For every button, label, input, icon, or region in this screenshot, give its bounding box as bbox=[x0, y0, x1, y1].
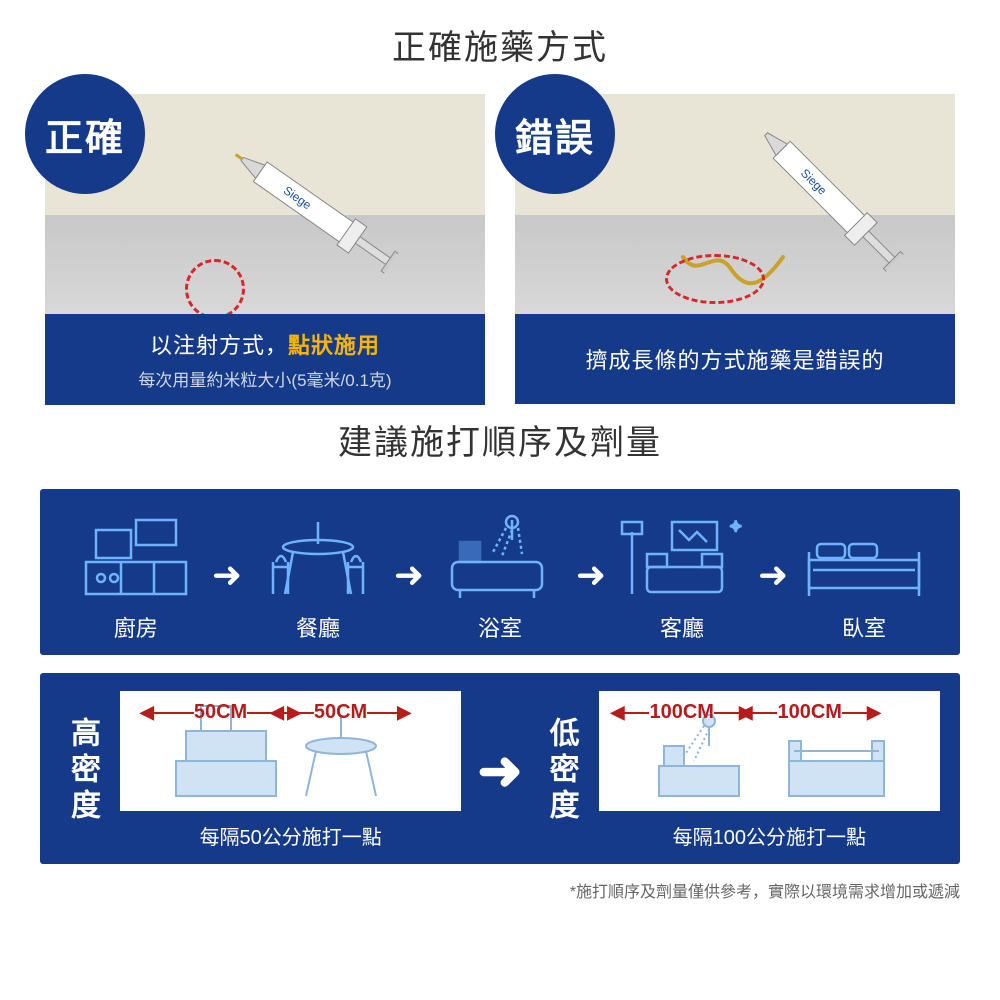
caption-wrong: 擠成長條的方式施藥是錯誤的 bbox=[515, 314, 955, 404]
caption-correct: 以注射方式，點狀施用 每次用量約米粒大小(5毫米/0.1克) bbox=[45, 314, 485, 405]
room-label: 浴室 bbox=[424, 611, 576, 643]
sequence-panel: 廚房➜餐廳➜浴室➜✦客廳➜臥室 bbox=[40, 489, 960, 655]
high-density-label: 高密度 bbox=[60, 713, 104, 829]
room-dining: 餐廳 bbox=[242, 507, 394, 643]
arrow-icon: ➜ bbox=[758, 554, 788, 596]
room-label: 客廳 bbox=[606, 611, 758, 643]
svg-text:✦: ✦ bbox=[729, 519, 742, 536]
bed-icon bbox=[788, 507, 940, 607]
badge-correct: 正確 bbox=[25, 74, 145, 194]
room-bed: 臥室 bbox=[788, 507, 940, 643]
dining-icon bbox=[242, 507, 394, 607]
correct-text-hl: 點狀施用 bbox=[288, 333, 380, 358]
high-density-box: ◀ 50CM ▶ ◀ 50CM ▶ bbox=[120, 691, 461, 811]
room-label: 臥室 bbox=[788, 611, 940, 643]
room-label: 廚房 bbox=[60, 611, 212, 643]
dist-50-1: 50CM bbox=[194, 701, 247, 724]
arrow-icon: ➜ bbox=[394, 554, 424, 596]
syringe-icon: Siege bbox=[215, 127, 411, 293]
section2-title: 建議施打順序及劑量 bbox=[40, 415, 960, 464]
room-bath: 浴室 bbox=[424, 507, 576, 643]
card-wrong: 錯誤 Siege 擠成長條的方式施藥是錯誤的 bbox=[515, 94, 955, 405]
kitchen-icon bbox=[60, 507, 212, 607]
badge-wrong: 錯誤 bbox=[495, 74, 615, 194]
card-correct: 正確 Siege 以注射方式，點狀施用 每次用量約米粒大小(5毫米/0.1克) bbox=[45, 94, 485, 405]
dist-100-1: 100CM bbox=[649, 701, 713, 724]
method-row: 正確 Siege 以注射方式，點狀施用 每次用量約米粒大小(5毫米/0.1克) bbox=[40, 94, 960, 405]
dist-100-2: 100CM bbox=[777, 701, 841, 724]
bath-icon bbox=[424, 507, 576, 607]
arrow-icon: ➜ bbox=[477, 739, 522, 802]
room-living: ✦ 客廳 bbox=[606, 507, 758, 643]
low-density-box: ◀ 100CM ▶ ◀ 100CM ▶ bbox=[599, 691, 940, 811]
dist-50-2: 50CM bbox=[314, 701, 367, 724]
correct-text-pre: 以注射方式， bbox=[150, 333, 288, 358]
arrow-icon: ➜ bbox=[576, 554, 606, 596]
room-kitchen: 廚房 bbox=[60, 507, 212, 643]
correct-text-sub: 每次用量約米粒大小(5毫米/0.1克) bbox=[53, 366, 477, 391]
arrow-icon: ➜ bbox=[212, 554, 242, 596]
wrong-text: 擠成長條的方式施藥是錯誤的 bbox=[523, 343, 947, 375]
footnote: *施打順序及劑量僅供參考，實際以環境需求增加或遞減 bbox=[40, 878, 960, 902]
low-density-caption: 每隔100公分施打一點 bbox=[599, 821, 940, 850]
high-density-caption: 每隔50公分施打一點 bbox=[120, 821, 461, 850]
highlight-circle bbox=[185, 259, 245, 314]
low-density-label: 低密度 bbox=[539, 713, 583, 829]
living-icon: ✦ bbox=[606, 507, 758, 607]
highlight-circle bbox=[665, 254, 765, 304]
section1-title: 正確施藥方式 bbox=[40, 20, 960, 69]
density-panel: 高密度 ◀ 50CM ▶ bbox=[40, 673, 960, 864]
room-label: 餐廳 bbox=[242, 611, 394, 643]
